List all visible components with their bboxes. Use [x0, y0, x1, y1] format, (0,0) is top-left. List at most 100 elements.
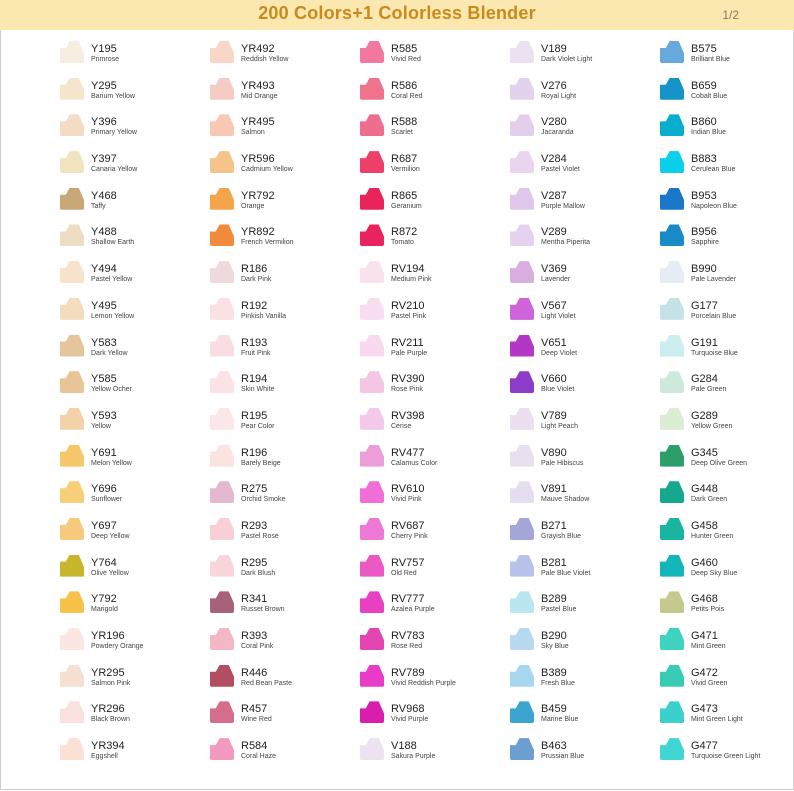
marker-swatch [660, 554, 684, 577]
marker-swatch [210, 628, 234, 650]
color-item: RV610 Vivid Pink [358, 478, 508, 515]
color-name: Canaria Yellow [91, 166, 138, 174]
color-item: RV783 Rose Red [358, 625, 508, 662]
color-code: R393 [241, 630, 268, 642]
color-code: Y697 [91, 519, 117, 532]
color-name: Brilliant Blue [691, 56, 730, 63]
color-name: Pastel Blue [541, 606, 577, 614]
color-code: RV757 [391, 556, 425, 569]
color-name: Powdery Orange [91, 643, 144, 650]
marker-swatch [510, 297, 534, 320]
color-name: Old Red [391, 569, 417, 577]
color-name: Cadmium Yellow [241, 166, 293, 174]
color-name: Porcelain Blue [691, 312, 737, 320]
marker-swatch [360, 628, 384, 650]
color-code: V189 [541, 43, 567, 55]
marker-swatch [210, 334, 234, 357]
marker-swatch [60, 591, 84, 614]
color-code: V369 [541, 263, 567, 276]
color-code: Y792 [91, 593, 117, 606]
color-code: YR792 [241, 189, 275, 202]
color-item: R393 Coral Pink [208, 625, 358, 662]
color-name: Pastel Violet [541, 166, 580, 174]
color-code: G471 [691, 630, 718, 642]
color-code: RV610 [391, 483, 425, 496]
color-item: RV210 Pastel Pink [358, 295, 508, 332]
header-banner: 200 Colors+1 Colorless Blender 1/2 [0, 0, 794, 30]
color-name: Dark Violet Light [541, 56, 593, 63]
color-item: B271 Grayish Blue [508, 515, 658, 552]
color-item: R186 Dark Pink [208, 258, 358, 295]
color-item: V287 Purple Mallow [508, 185, 658, 222]
color-item: G284 Pale Green [658, 368, 794, 405]
color-code: B289 [541, 593, 567, 606]
color-item: V890 Pale Hibiscus [508, 442, 658, 479]
color-code: RV398 [391, 409, 425, 422]
color-code: YR493 [241, 79, 275, 92]
color-name: Cobalt Blue [691, 92, 728, 100]
color-item: R192 Pinkish Vanilla [208, 295, 358, 332]
color-item: V280 Jacaranda [508, 111, 658, 148]
color-code: R186 [241, 263, 268, 276]
color-name: Dark Blush [241, 569, 276, 577]
color-code: Y585 [91, 373, 117, 386]
marker-swatch [210, 407, 234, 430]
color-code: R584 [241, 740, 268, 753]
marker-swatch [60, 517, 84, 540]
marker-swatch [510, 41, 534, 63]
color-item: Y494 Pastel Yellow [58, 258, 208, 295]
marker-swatch [660, 371, 684, 394]
marker-swatch [60, 114, 84, 137]
color-item: RV757 Old Red [358, 552, 508, 589]
marker-swatch [660, 187, 684, 210]
page-title: 200 Colors+1 Colorless Blender [258, 3, 536, 23]
color-code: R588 [391, 116, 418, 129]
color-item: R588 Scarlet [358, 111, 508, 148]
color-name: Purple Mallow [541, 202, 585, 210]
color-code: R585 [391, 43, 418, 55]
marker-swatch [360, 517, 384, 540]
color-name: Mint Green [691, 643, 726, 650]
color-name: Azalea Purple [391, 606, 435, 614]
color-name: Vivid Red [391, 56, 421, 63]
marker-swatch [660, 334, 684, 357]
color-code: V789 [541, 409, 567, 422]
color-code: V188 [391, 740, 417, 753]
color-item: V891 Mauve Shadow [508, 478, 658, 515]
color-item: G458 Hunter Green [658, 515, 794, 552]
marker-swatch [360, 77, 384, 100]
color-item: G448 Dark Green [658, 478, 794, 515]
color-code: V891 [541, 483, 567, 496]
color-item: YR492 Reddish Yellow [208, 38, 358, 75]
color-name: Petits Pois [691, 606, 725, 614]
color-name: Pale Purple [391, 349, 428, 357]
color-item: RV789 Vivid Reddish Purple [358, 662, 508, 699]
color-code: R193 [241, 336, 268, 349]
marker-swatch [60, 224, 84, 247]
color-name: French Vermilion [241, 239, 294, 247]
marker-swatch [210, 224, 234, 247]
color-item: R687 Vermilion [358, 148, 508, 185]
color-item: R457 Wine Red [208, 698, 358, 735]
color-name: Blue Violet [541, 386, 575, 394]
marker-swatch [510, 151, 534, 174]
color-item: Y295 Barium Yellow [58, 75, 208, 112]
color-item: V789 Light Peach [508, 405, 658, 442]
color-code: B389 [541, 666, 567, 679]
marker-swatch [60, 371, 84, 394]
color-code: R295 [241, 556, 268, 569]
color-name: Eggshell [91, 753, 118, 761]
marker-swatch [660, 701, 684, 724]
color-code: G448 [691, 483, 718, 496]
color-name: Pastel Yellow [91, 276, 133, 284]
marker-swatch [210, 41, 234, 63]
color-item: G191 Turquoise Blue [658, 332, 794, 369]
color-item: V651 Deep Violet [508, 332, 658, 369]
color-code: YR196 [91, 630, 125, 642]
marker-swatch [210, 77, 234, 100]
marker-swatch [60, 334, 84, 357]
color-code: Y195 [91, 43, 117, 55]
color-item: V289 Mentha Piperita [508, 221, 658, 258]
color-item: YR792 Orange [208, 185, 358, 222]
color-item: B290 Sky Blue [508, 625, 658, 662]
